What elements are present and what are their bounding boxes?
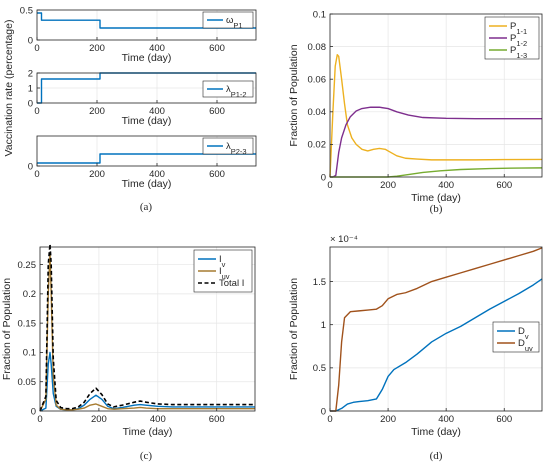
panel-a-sub3-axes-frame [36, 135, 257, 167]
panel-a-sub3-legend-box [202, 137, 254, 155]
panel-d-xtick-label: 600 [496, 414, 512, 425]
panel-a-sub3-xlabel: Time (day) [122, 178, 172, 190]
panel-a-label: (a) [140, 201, 153, 213]
panel-a-sub1-xlabel: Time (day) [122, 52, 172, 64]
panel-c: 0 200 400 600 0 0.05 0.1 0.15 0.2 0.25 Time (day) F… [1, 243, 256, 462]
panel-d-ytick-label: 1.5 [313, 277, 326, 288]
panel-c-series-uv-line [39, 252, 255, 412]
panel-a-sub2-legend-box [202, 80, 254, 98]
panel-d-series-uv-line [330, 247, 543, 412]
panel-c-ytick-label: 0.2 [23, 289, 36, 300]
panel-a-sub2-xtick-label: 200 [89, 106, 105, 117]
panel-a-sub3-xtick-label: 200 [89, 169, 105, 180]
panel-c-legend-label: Iuv [219, 266, 230, 281]
panel-d-label: (d) [430, 450, 443, 462]
panel-a-sub1-xtick-label: 0 [34, 43, 39, 54]
panel-a-sub2-legend-label: λP1-2 [226, 84, 247, 99]
panel-d-ytick-label: 0 [321, 406, 326, 417]
panel-c-label: (c) [140, 450, 153, 462]
panel-d-series-v-line [330, 278, 543, 412]
panel-c-xtick-label: 0 [37, 414, 42, 425]
panel-a-sub1-ytick-label: 0.5 [20, 5, 33, 16]
panel-b-ytick-label: 0.02 [308, 140, 327, 151]
panel-b-legend-label: P1-1 [510, 21, 527, 36]
panel-a-sub2-xtick-label: 0 [34, 106, 39, 117]
panel-d-legend-box [492, 321, 540, 353]
panel-b-ytick-label: 0.08 [308, 42, 327, 53]
panel-a-sub1-axes-frame [36, 9, 257, 41]
panel-c-ytick-label: 0.15 [18, 318, 37, 329]
panel-a-sub1-legend-label: ωP1 [226, 15, 243, 30]
panel-a-sub1-legend-box [202, 11, 254, 29]
panel-a-sub1-xtick-label: 200 [89, 43, 105, 54]
panel-a-sub2-ytick-label: 2 [28, 68, 33, 79]
panel-c-xtick-label: 400 [150, 414, 166, 425]
panel-b-legend-label: P1-3 [510, 45, 527, 60]
panel-c-xtick-label: 200 [91, 414, 107, 425]
panel-b-ylabel: Fraction of Population [288, 44, 300, 146]
panel-b-ytick-label: 0 [321, 172, 326, 183]
panel-a-sub3-legend-label: λP2-3 [226, 141, 247, 156]
panel-a-sub2-xtick-label: 600 [209, 106, 225, 117]
panel-d: 0 200 400 600 0 0.5 1 1.5 Time (day) Fraction of … [288, 234, 543, 462]
panel-a-sub2-ytick-label: 0 [28, 98, 33, 109]
panel-b-series-1-1-line [329, 54, 543, 178]
panel-d-ylabel: Fraction of Population [288, 278, 300, 380]
panel-b-xtick-label: 0 [327, 180, 332, 191]
panel-a-sub1-ytick-label: 0 [28, 35, 33, 46]
panel-b-legend-label: P1-2 [510, 33, 527, 48]
panel-b-ytick-label: 0.04 [308, 107, 327, 118]
panel-c-axes-frame [39, 246, 256, 412]
panel-b-ytick-label: 0.06 [308, 75, 327, 86]
panel-b-axes-frame [329, 13, 543, 178]
panel-a-sub3-xtick-label: 600 [209, 169, 225, 180]
panel-b-label: (b) [430, 203, 443, 215]
panel-c-series-total-i-line [39, 243, 255, 412]
panel-b-xtick-label: 200 [380, 180, 396, 191]
panel-a-sub1-series-p1-line [37, 12, 256, 29]
panel-b: 0 200 400 600 0 0.02 0.04 0.06 0.08 0.1 Time (day)… [288, 9, 543, 215]
panel-d-y-multiplier: × 10⁻⁴ [330, 234, 358, 245]
panel-c-ytick-label: 0.05 [18, 377, 37, 388]
panel-c-ytick-label: 0.25 [18, 260, 37, 271]
panel-b-series-1-3-line [330, 167, 543, 178]
panel-b-xtick-label: 600 [496, 180, 512, 191]
panel-c-legend-label: Iv [219, 254, 226, 269]
panel-a-sub2-xlabel: Time (day) [122, 115, 172, 127]
panel-c-series-v-line [39, 351, 255, 412]
panel-a-sub1-xtick-label: 400 [149, 43, 165, 54]
panel-d-legend-label: Duv [518, 338, 533, 353]
panel-a-sub3-series-p2-3-line [37, 153, 256, 164]
panel-d-xtick-label: 200 [380, 414, 396, 425]
panel-d-axes-frame [329, 246, 543, 412]
panel-d-ytick-label: 0.5 [313, 363, 326, 374]
panel-c-xtick-label: 600 [209, 414, 225, 425]
panel-d-xlabel: Time (day) [411, 426, 461, 438]
panel-d-ytick-label: 1 [321, 320, 326, 331]
panel-c-ytick-label: 0 [31, 406, 36, 417]
panel-d-xtick-label: 400 [438, 414, 454, 425]
panel-a-sub3-xtick-label: 400 [149, 169, 165, 180]
panel-a-sub1-xtick-label: 600 [209, 43, 225, 54]
panel-d-xtick-label: 0 [327, 414, 332, 425]
panel-a-ylabel: Vaccination rate (percentage) [3, 20, 15, 157]
panel-c-ytick-label: 0.1 [23, 348, 36, 359]
panel-c-legend-label: Total I [219, 278, 244, 289]
panel-c-xlabel: Time (day) [123, 426, 173, 438]
panel-c-ylabel: Fraction of Population [1, 278, 13, 380]
panel-a-sub2-xtick-label: 400 [149, 106, 165, 117]
panel-b-ytick-label: 0.1 [313, 9, 326, 20]
panel-a-sub3-ytick-label: 0 [28, 161, 33, 172]
panel-b-xtick-label: 400 [438, 180, 454, 191]
panel-a-sub3-xtick-label: 0 [34, 169, 39, 180]
panel-b-xlabel: Time (day) [411, 192, 461, 204]
panel-a-sub2-ytick-label: 1 [28, 83, 33, 94]
panel-d-legend-label: Dv [518, 326, 529, 341]
panel-b-series-1-2-line [330, 106, 542, 178]
